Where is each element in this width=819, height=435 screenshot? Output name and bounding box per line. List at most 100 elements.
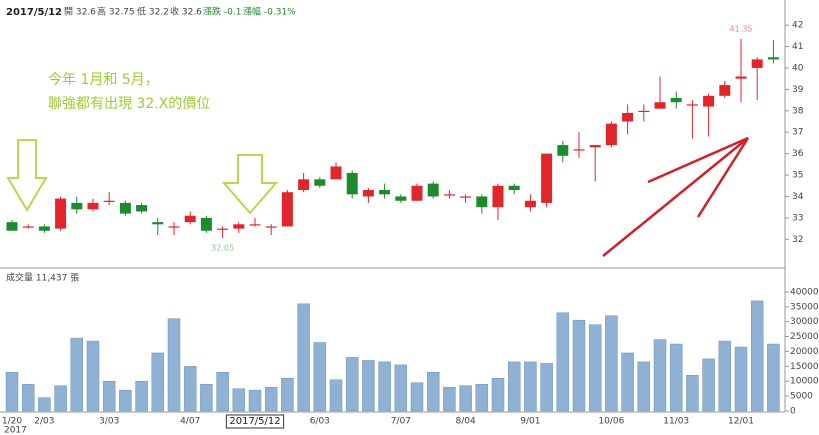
- candle-body: [379, 190, 391, 195]
- y-tick-label: 42: [792, 21, 803, 31]
- trend-arrows: [602, 136, 750, 257]
- y-tick-label: 40: [792, 63, 804, 73]
- candle-body: [314, 179, 326, 186]
- volume-bar: [151, 352, 165, 412]
- x-tick-label: 2017/5/12: [229, 416, 280, 427]
- y-tick-label: 35000: [790, 302, 819, 312]
- x-tick-label: 11/03: [663, 417, 689, 427]
- candle-body: [330, 166, 342, 180]
- y-tick-label: 15000: [790, 362, 819, 372]
- volume-bar: [264, 386, 278, 412]
- x-tick-label: 4/07: [180, 417, 200, 427]
- high-label: 41.35: [730, 25, 753, 34]
- candle-body: [119, 202, 131, 214]
- volume-bar: [5, 372, 19, 412]
- candle-body: [492, 185, 504, 208]
- candle-body: [703, 95, 715, 107]
- header-high: 高 32.75: [97, 6, 135, 18]
- volume-bar: [475, 383, 489, 412]
- candle-body: [55, 198, 67, 229]
- volume-bar: [21, 383, 35, 412]
- volume-bar: [248, 389, 262, 412]
- volume-bar: [540, 363, 553, 412]
- volume-title: 成交量 11,437 張: [6, 272, 79, 284]
- x-tick-label: 12/01: [728, 417, 754, 427]
- y-tick-label: 36: [792, 149, 804, 159]
- x-tick-label: 8/04: [455, 417, 475, 427]
- y-tick-label: 30000: [790, 317, 819, 327]
- candle-body: [103, 200, 115, 202]
- header-open: 開 32.6: [64, 7, 96, 18]
- volume-bar: [718, 340, 732, 412]
- y-tick-label: 40000: [790, 287, 819, 297]
- volume-bar: [86, 340, 100, 412]
- y-tick-label: 41: [792, 42, 803, 52]
- candle-body: [22, 226, 34, 228]
- candle-body: [265, 226, 277, 228]
- candle-body: [152, 222, 164, 225]
- volume-bar: [637, 361, 651, 412]
- volume-bar: [119, 389, 132, 412]
- volume-bar: [167, 318, 181, 412]
- header-change: 漲跌 -0.1: [203, 7, 241, 18]
- volume-bar: [216, 372, 229, 412]
- volume-bar: [232, 388, 246, 412]
- y-tick-label: 10000: [790, 377, 819, 387]
- volume-bar: [54, 385, 67, 412]
- candle-body: [735, 76, 747, 79]
- volume-bar: [459, 385, 472, 412]
- header-close: 收 32.6: [170, 6, 202, 18]
- y-tick-label: 33: [792, 213, 803, 223]
- candle-body: [249, 224, 261, 226]
- volume-bar: [572, 319, 586, 412]
- y-tick-label: 38: [792, 106, 804, 116]
- y-tick-label: 34: [792, 192, 804, 202]
- candle-body: [670, 97, 682, 103]
- x-tick-label: 3/03: [99, 417, 119, 427]
- volume-bar: [70, 337, 84, 412]
- candle-body: [751, 59, 763, 68]
- volume-bar: [426, 372, 440, 412]
- volume-bar: [556, 312, 570, 412]
- y-tick-label: 32: [792, 235, 803, 245]
- annotation: 聯強都有出現 32.X的價位: [48, 95, 210, 112]
- candle-body: [476, 196, 488, 208]
- candle-body: [541, 153, 553, 203]
- candle-body: [217, 228, 229, 230]
- candle-body: [638, 110, 650, 112]
- volume-bar: [702, 358, 715, 412]
- candle-body: [362, 190, 374, 197]
- candle-body: [6, 222, 18, 231]
- year-label: 2017: [4, 426, 27, 435]
- volume-bar: [734, 346, 748, 412]
- x-tick-label: 10/06: [598, 417, 624, 427]
- candle-body: [233, 224, 245, 229]
- volume-bar: [329, 379, 343, 412]
- date-box: [225, 414, 285, 429]
- candle-body: [281, 192, 293, 227]
- candle-body: [719, 85, 731, 96]
- volume-bar: [767, 343, 780, 412]
- candle-body: [136, 205, 148, 212]
- volume-bar: [135, 380, 148, 412]
- volume-bar: [621, 352, 634, 412]
- y-tick-label: 39: [792, 85, 804, 95]
- arrow-icons: [6, 139, 279, 215]
- volume-bar: [394, 364, 408, 412]
- y-tick-label: 20000: [790, 347, 819, 357]
- candle-body: [508, 185, 520, 191]
- volume-bar: [102, 380, 116, 412]
- volume-bar: [507, 361, 521, 412]
- candle-body: [460, 196, 472, 198]
- candle-body: [346, 172, 358, 195]
- x-tick-label: 1/20: [2, 417, 22, 427]
- x-tick-label: 6/03: [310, 417, 330, 427]
- candle-body: [589, 145, 601, 148]
- y-tick-label: 25000: [790, 332, 819, 342]
- candle-body: [87, 202, 99, 210]
- candle-body: [573, 149, 585, 151]
- x-tick-label: 7/07: [391, 417, 411, 427]
- candle-body: [524, 200, 536, 208]
- volume-bar: [443, 386, 456, 412]
